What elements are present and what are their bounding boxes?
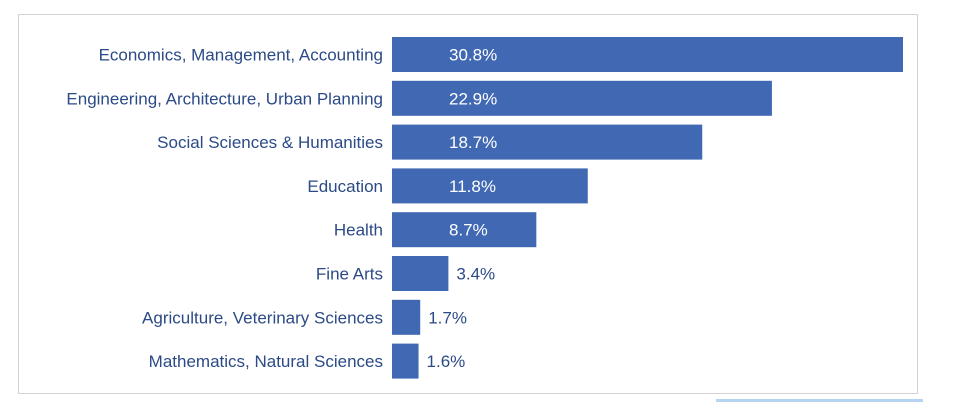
bar-0 (392, 37, 903, 72)
value-label-1: 22.9% (449, 89, 497, 108)
bar-4 (392, 212, 537, 248)
category-label-5: Fine Arts (316, 265, 383, 284)
value-label-6: 1.7% (428, 308, 467, 327)
category-label-2: Social Sciences & Humanities (157, 133, 383, 152)
value-label-4: 8.7% (449, 221, 488, 240)
value-labels: 30.8% 22.9% 18.7% 11.8% 8.7% 3.4% 1.7% 1.6% (427, 46, 498, 372)
category-label-1: Engineering, Architecture, Urban Plannin… (66, 89, 383, 108)
category-label-6: Agriculture, Veterinary Sciences (142, 308, 383, 327)
bar-2 (392, 124, 703, 160)
value-label-5: 3.4% (456, 265, 495, 284)
chart-frame (18, 14, 918, 394)
bar-5 (392, 256, 449, 291)
value-label-7: 1.6% (427, 352, 466, 371)
category-label-7: Mathematics, Natural Sciences (149, 352, 383, 371)
bar-7 (392, 343, 419, 379)
category-labels: Economics, Management, Accounting Enginee… (66, 46, 383, 372)
bar-1 (392, 80, 772, 116)
category-label-0: Economics, Management, Accounting (99, 46, 383, 65)
bars-group (392, 37, 903, 379)
value-label-2: 18.7% (449, 133, 497, 152)
value-label-3: 11.8% (449, 177, 496, 196)
category-label-3: Education (307, 177, 383, 196)
bar-3 (392, 168, 588, 204)
value-label-0: 30.8% (449, 46, 497, 65)
category-label-4: Health (334, 221, 383, 240)
accent-line (716, 399, 923, 402)
bar-6 (392, 299, 421, 335)
